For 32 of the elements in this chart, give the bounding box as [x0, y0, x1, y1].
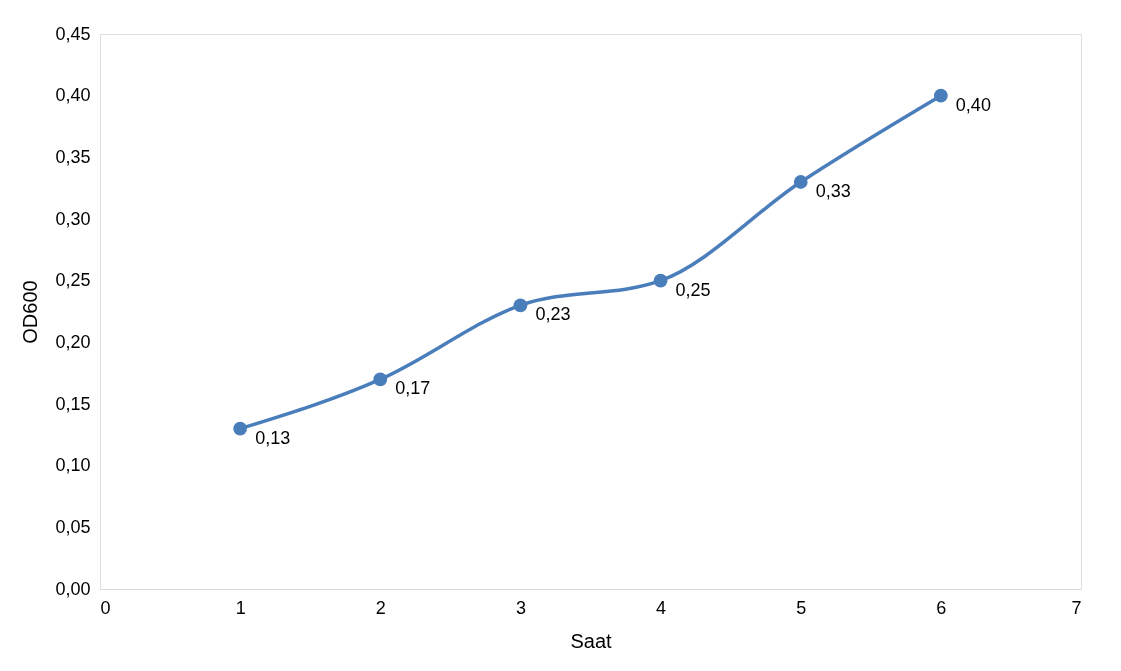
y-axis-title: OD600 [19, 280, 42, 344]
y-tick-label: 0,05 [55, 516, 91, 537]
point [373, 372, 388, 387]
y-tick-label: 0,15 [55, 393, 91, 414]
data-label: 0,40 [955, 94, 991, 115]
y-tick-label: 0,40 [55, 85, 91, 106]
y-tick-label: 0,10 [55, 455, 91, 476]
data-label: 0,23 [535, 304, 571, 325]
x-axis-title: Saat [570, 629, 613, 652]
point [793, 175, 808, 189]
y-tick-label: 0,45 [55, 23, 91, 44]
y-tick-label: 0,00 [55, 578, 91, 599]
x-tick-label: 2 [375, 597, 386, 618]
x-tick-label: 4 [656, 597, 667, 618]
y-tick-label: 0,20 [55, 331, 91, 352]
data-label: 0,25 [675, 279, 711, 300]
point [653, 273, 668, 288]
point [933, 88, 948, 103]
point [233, 421, 248, 436]
x-tick-label: 1 [235, 597, 246, 618]
x-tick-label: 7 [1071, 597, 1082, 618]
data-label: 0,13 [255, 427, 291, 448]
x-tick-label: 5 [796, 597, 807, 618]
data-label: 0,33 [815, 181, 851, 201]
y-tick-label: 0,25 [55, 270, 91, 291]
point [513, 298, 528, 313]
data-label: 0,17 [395, 378, 431, 399]
x-tick-label: 6 [936, 597, 947, 618]
y-tick-label: 0,35 [55, 146, 91, 167]
x-tick-label: 0 [100, 597, 111, 618]
y-tick-label: 0,30 [55, 208, 91, 229]
x-tick-label: 3 [515, 597, 526, 618]
